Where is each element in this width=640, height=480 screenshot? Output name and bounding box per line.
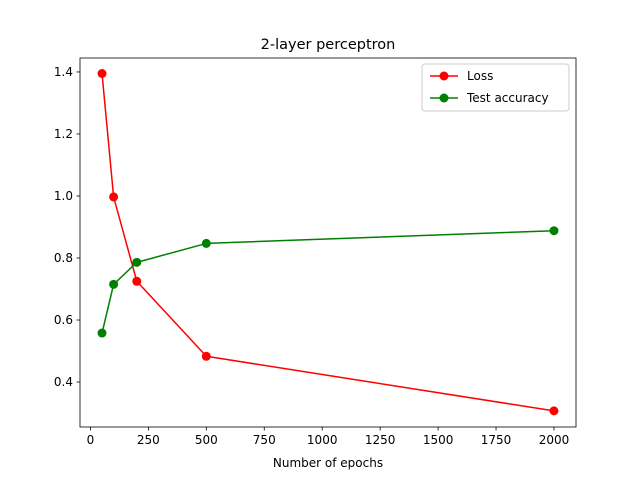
data-point-1-0 bbox=[97, 328, 107, 338]
x-tick-label: 2000 bbox=[539, 433, 570, 447]
data-point-1-3 bbox=[201, 238, 211, 248]
y-tick-label: 1.2 bbox=[54, 127, 73, 141]
y-tick-label: 1.0 bbox=[54, 189, 73, 203]
data-point-0-3 bbox=[201, 351, 211, 361]
y-tick-label: 0.6 bbox=[54, 313, 73, 327]
x-axis-label: Number of epochs bbox=[273, 456, 383, 470]
legend-marker-1 bbox=[439, 93, 449, 103]
data-point-0-2 bbox=[132, 276, 142, 286]
legend-marker-0 bbox=[439, 71, 449, 81]
x-tick-label: 500 bbox=[195, 433, 218, 447]
x-tick-label: 250 bbox=[137, 433, 160, 447]
legend-box bbox=[421, 63, 570, 112]
data-point-1-1 bbox=[109, 279, 119, 289]
data-point-1-4 bbox=[549, 226, 559, 236]
x-tick-label: 750 bbox=[253, 433, 276, 447]
y-tick-label: 0.8 bbox=[54, 251, 73, 265]
data-point-0-1 bbox=[109, 192, 119, 202]
chart-title: 2-layer perceptron bbox=[261, 37, 396, 53]
plot-area: 0 250 500 750 1000 1250 1500 1750 2000 0.4 0.6 0.8 1… bbox=[54, 57, 577, 447]
x-tick-label: 0 bbox=[87, 433, 95, 447]
axes-frame bbox=[79, 57, 577, 428]
legend-label-0: Loss bbox=[467, 69, 493, 83]
y-tick-label: 1.4 bbox=[54, 65, 73, 79]
y-tick-label: 0.4 bbox=[54, 375, 73, 389]
legend-label-1: Test accuracy bbox=[466, 91, 549, 105]
x-tick-label: 1000 bbox=[307, 433, 338, 447]
legend: Loss Test accuracy bbox=[421, 63, 570, 112]
data-point-0-0 bbox=[97, 69, 107, 79]
data-point-1-2 bbox=[132, 257, 142, 267]
x-tick-label: 1500 bbox=[423, 433, 454, 447]
data-point-0-4 bbox=[549, 406, 559, 416]
x-tick-label: 1250 bbox=[365, 433, 396, 447]
x-tick-label: 1750 bbox=[481, 433, 512, 447]
